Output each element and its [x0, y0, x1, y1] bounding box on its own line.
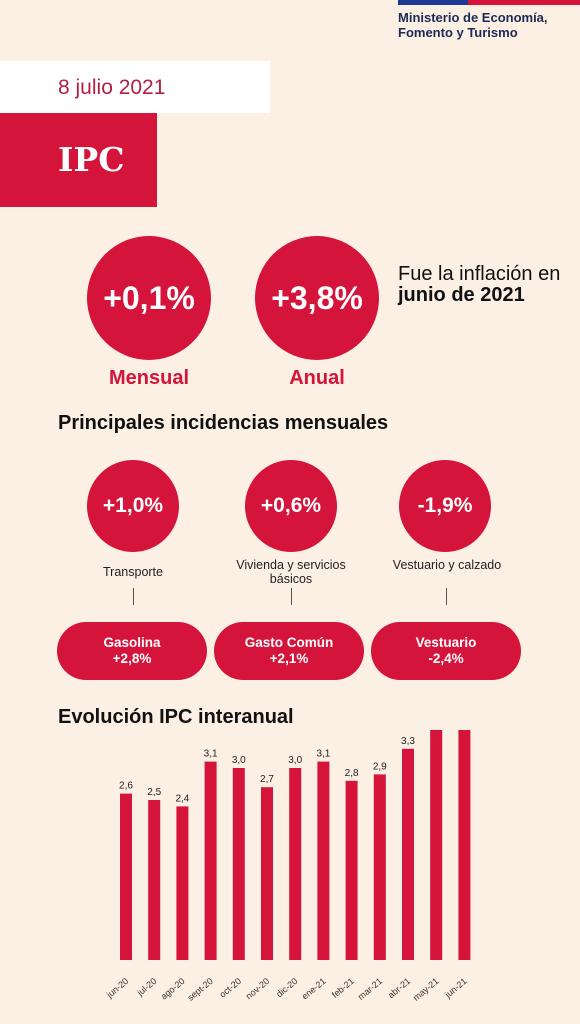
bar-mar-21 [373, 774, 386, 960]
x-tick-label-dic-20: dic-20 [274, 976, 299, 999]
value-label-jun-20: 2,6 [119, 781, 133, 792]
monthly-label: Mensual [108, 367, 190, 389]
incidence-category-2: Vivienda y servicios básicos [236, 558, 346, 586]
date-text: 8 julio 2021 [58, 76, 166, 99]
caption-bold: junio de 2021 [398, 284, 525, 306]
x-tick-label-jul-20: jul-20 [134, 976, 158, 998]
bar-jun-21 [458, 730, 471, 960]
sub-incidence-pill-1: Gasolina +2,8% [57, 622, 207, 680]
value-label-ene-21: 3,1 [316, 749, 330, 760]
annual-label: Anual [289, 367, 345, 389]
x-tick-label-jun-21: jun-21 [442, 976, 468, 1000]
value-label-feb-21: 2,8 [345, 768, 359, 779]
title-banner [0, 113, 157, 207]
incidence-circle-1: +1,0% [87, 460, 179, 552]
connector-line-2 [291, 588, 292, 605]
sub-incidence-value-2: +2,1% [269, 651, 309, 666]
chart-title: Evolución IPC interanual [58, 706, 294, 728]
incidence-category-3: Vestuario y calzado [392, 558, 502, 572]
inflation-caption: Fue la inflación en junio de 2021 [398, 264, 573, 306]
caption-text: Fue la inflación en [398, 263, 561, 285]
x-tick-label-abr-21: abr-21 [386, 976, 412, 1000]
connector-line-1 [133, 588, 134, 605]
sub-incidence-name-3: Vestuario [415, 635, 477, 650]
x-tick-label-ene-21: ene-21 [300, 976, 328, 1002]
x-tick-label-oct-20: oct-20 [217, 976, 243, 1000]
value-label-abr-21: 3,3 [401, 736, 415, 747]
sub-incidence-name-1: Gasolina [103, 635, 161, 650]
incidence-circle-3: -1,9% [399, 460, 491, 552]
x-tick-label-sept-20: sept-20 [185, 976, 214, 1003]
x-tick-label-jun-20: jun-20 [104, 976, 130, 1000]
sub-incidence-value-3: -2,4% [428, 651, 464, 666]
bar-nov-20 [261, 787, 273, 960]
value-label-dic-20: 3,0 [288, 755, 302, 766]
monthly-inflation-circle: +0,1% [87, 236, 211, 360]
x-tick-label-mar-21: mar-21 [356, 976, 384, 1002]
x-tick-label-feb-21: feb-21 [330, 976, 356, 1000]
annual-inflation-circle: +3,8% [255, 236, 379, 360]
incidence-category-1: Transporte [103, 565, 163, 579]
date-banner [0, 61, 270, 113]
x-tick-label-ago-20: ago-20 [159, 976, 187, 1002]
value-label-oct-20: 3,0 [232, 755, 246, 766]
sub-incidence-name-2: Gasto Común [244, 635, 334, 650]
connector-line-3 [446, 588, 447, 605]
sub-incidence-pill-3: Vestuario -2,4% [371, 622, 521, 680]
value-label-jul-20: 2,5 [147, 787, 161, 798]
value-label-sept-20: 3,1 [204, 749, 218, 760]
value-label-nov-20: 2,7 [260, 774, 274, 785]
bar-may-21 [430, 730, 443, 960]
bar-feb-21 [345, 780, 358, 960]
ministry-line-1: Ministerio de Economía, [398, 10, 548, 25]
ministry-line-2: Fomento y Turismo [398, 25, 518, 40]
ministry-flag-bar [398, 0, 580, 5]
x-tick-label-nov-20: nov-20 [244, 976, 272, 1001]
bar-abr-21 [402, 748, 414, 960]
bar-ago-20 [176, 806, 189, 960]
bar-sept-20 [204, 761, 217, 960]
page-title: IPC [58, 140, 125, 179]
value-label-ago-20: 2,4 [175, 793, 189, 804]
bar-jul-20 [148, 800, 161, 960]
x-tick-label-may-21: may-21 [411, 976, 440, 1003]
sub-incidence-value-1: +2,8% [112, 651, 152, 666]
incidence-circle-2: +0,6% [245, 460, 337, 552]
ipc-bar-chart: 2,6 jun-20 2,5 jul-20 2,4 ago-20 3,1 sept-20 3,0… [104, 730, 471, 1003]
bar-dic-20 [289, 768, 302, 960]
bar-ene-21 [317, 761, 330, 960]
bar-jun-20 [120, 793, 132, 960]
incidencias-title: Principales incidencias mensuales [58, 412, 389, 434]
sub-incidence-pill-2: Gasto Común +2,1% [214, 622, 364, 680]
value-label-mar-21: 2,9 [373, 761, 387, 772]
ministry-name: Ministerio de Economía, Fomento y Turism… [398, 10, 578, 40]
bar-oct-20 [232, 768, 245, 960]
